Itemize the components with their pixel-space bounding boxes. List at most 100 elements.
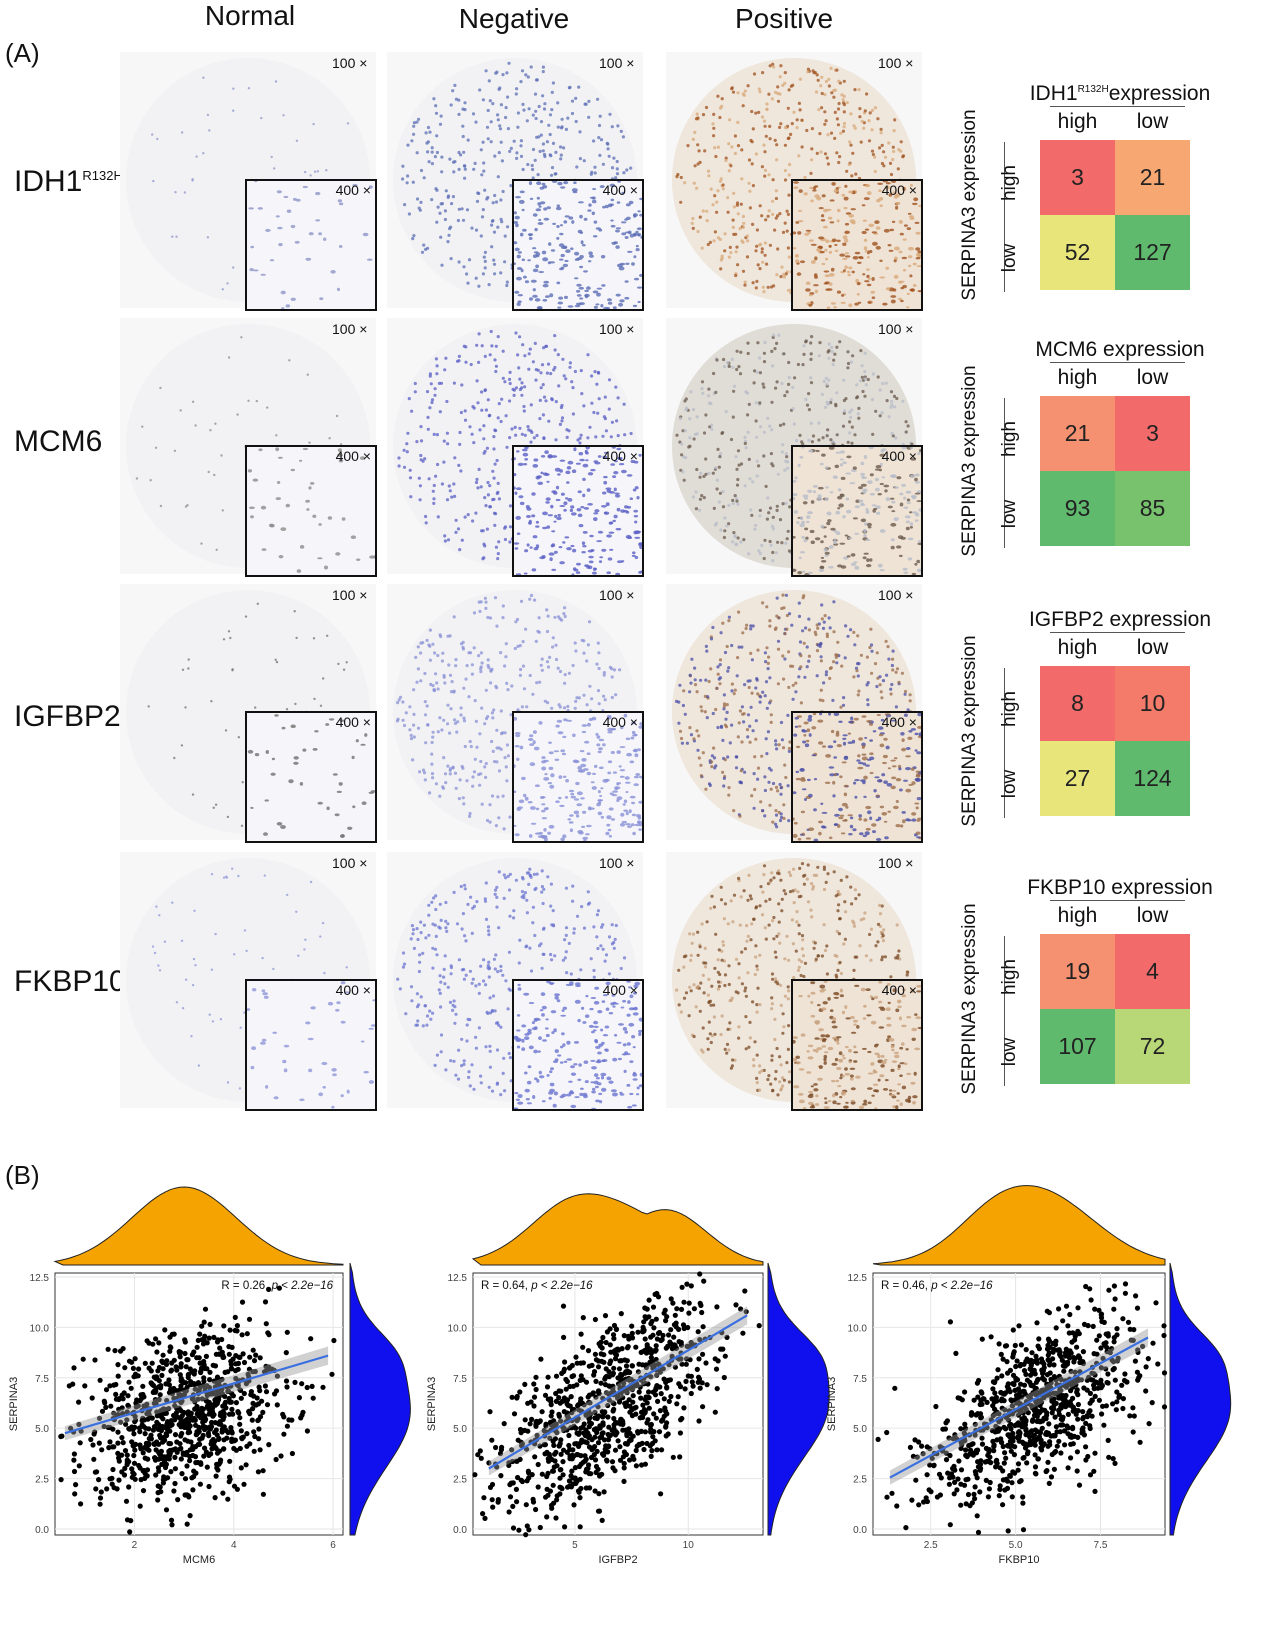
data-point bbox=[1122, 1371, 1128, 1377]
data-point bbox=[142, 1360, 148, 1366]
data-point bbox=[661, 1396, 667, 1402]
data-point bbox=[756, 1323, 762, 1329]
data-point bbox=[108, 1403, 114, 1409]
data-point bbox=[179, 1471, 185, 1477]
data-point bbox=[229, 1406, 235, 1412]
data-point bbox=[653, 1343, 659, 1349]
data-point bbox=[233, 1375, 239, 1382]
y-tick-label: 12.5 bbox=[848, 1273, 868, 1284]
data-point bbox=[283, 1378, 290, 1384]
data-point bbox=[612, 1447, 619, 1453]
data-point bbox=[255, 1417, 261, 1424]
data-point bbox=[1092, 1306, 1098, 1312]
data-point bbox=[936, 1471, 943, 1477]
data-point bbox=[1161, 1332, 1167, 1339]
data-point bbox=[1070, 1379, 1076, 1385]
data-point bbox=[578, 1373, 584, 1379]
data-point bbox=[1054, 1429, 1060, 1435]
data-point bbox=[1087, 1423, 1093, 1429]
data-point bbox=[260, 1468, 266, 1474]
data-point bbox=[971, 1397, 977, 1403]
data-point bbox=[666, 1398, 672, 1404]
data-point bbox=[153, 1447, 159, 1453]
data-point bbox=[481, 1495, 487, 1501]
data-point bbox=[697, 1385, 703, 1391]
scatter-plots: 0.0 2.5 5.0 7.5 10.0 12.5 2 4 6 MCM6 SERPINA3 R = 0… bbox=[8, 1185, 1232, 1566]
data-point bbox=[1006, 1417, 1012, 1423]
data-point bbox=[585, 1394, 591, 1400]
data-point bbox=[225, 1429, 231, 1436]
scatter-plot-mcm6: 0.0 2.5 5.0 7.5 10.0 12.5 2 4 6 MCM6 SERPINA3 R = 0… bbox=[8, 1186, 411, 1566]
data-point bbox=[534, 1432, 540, 1438]
data-point bbox=[1047, 1370, 1053, 1376]
data-point bbox=[979, 1435, 985, 1441]
data-point bbox=[648, 1355, 655, 1361]
data-point bbox=[162, 1454, 168, 1460]
data-point bbox=[196, 1355, 202, 1361]
data-point bbox=[1054, 1443, 1060, 1449]
data-point bbox=[962, 1389, 968, 1395]
data-point bbox=[537, 1443, 543, 1449]
data-point bbox=[977, 1461, 984, 1467]
data-point bbox=[184, 1449, 190, 1455]
row-label-mcm6: MCM6 bbox=[14, 425, 103, 458]
data-point bbox=[955, 1395, 961, 1401]
data-point bbox=[535, 1461, 541, 1468]
data-point bbox=[1013, 1363, 1019, 1370]
data-point bbox=[132, 1447, 138, 1453]
data-point bbox=[1112, 1296, 1118, 1302]
data-point bbox=[577, 1495, 583, 1501]
data-point bbox=[221, 1446, 227, 1452]
data-point bbox=[1045, 1443, 1051, 1449]
data-point bbox=[96, 1415, 103, 1421]
magnification-400x-label: 400 × bbox=[335, 448, 371, 464]
data-point bbox=[119, 1435, 125, 1441]
data-point bbox=[588, 1454, 595, 1461]
data-point bbox=[516, 1527, 522, 1533]
data-point bbox=[972, 1421, 978, 1427]
data-point bbox=[284, 1423, 290, 1429]
data-point bbox=[1060, 1318, 1066, 1324]
magnification-100x-label: 100 × bbox=[878, 855, 914, 871]
data-point bbox=[174, 1367, 180, 1373]
data-point bbox=[149, 1381, 155, 1387]
inset-400x-mcm6-normal: 400 × bbox=[245, 445, 377, 577]
data-point bbox=[712, 1409, 718, 1415]
data-point bbox=[1101, 1422, 1107, 1428]
data-point bbox=[644, 1342, 650, 1348]
column-label-low: low bbox=[1136, 636, 1169, 659]
data-point bbox=[281, 1431, 287, 1437]
data-point bbox=[987, 1454, 993, 1460]
data-point bbox=[604, 1458, 610, 1464]
data-point bbox=[202, 1426, 208, 1433]
data-point bbox=[580, 1344, 586, 1350]
data-point bbox=[1018, 1410, 1024, 1416]
data-point bbox=[1037, 1402, 1043, 1408]
data-point bbox=[1014, 1358, 1020, 1364]
data-point bbox=[558, 1437, 564, 1443]
data-point bbox=[713, 1366, 720, 1372]
data-point bbox=[1068, 1402, 1074, 1408]
data-point bbox=[219, 1336, 225, 1343]
data-point bbox=[252, 1433, 258, 1440]
y-tick-label: 7.5 bbox=[453, 1374, 467, 1385]
data-point bbox=[648, 1374, 654, 1380]
data-point bbox=[602, 1313, 609, 1319]
data-point bbox=[129, 1439, 135, 1445]
data-point bbox=[253, 1352, 259, 1358]
data-point bbox=[986, 1449, 992, 1455]
data-point bbox=[1005, 1432, 1011, 1438]
data-point bbox=[1000, 1443, 1006, 1450]
data-point bbox=[1104, 1379, 1110, 1386]
data-point bbox=[202, 1333, 208, 1339]
data-point bbox=[201, 1319, 207, 1325]
data-point bbox=[1056, 1438, 1062, 1444]
data-point bbox=[1015, 1461, 1022, 1467]
data-point bbox=[523, 1532, 529, 1538]
contingency-cell: 21 bbox=[1115, 140, 1190, 215]
data-point bbox=[1076, 1482, 1083, 1488]
data-point bbox=[1062, 1360, 1068, 1366]
data-point bbox=[607, 1342, 613, 1348]
data-point bbox=[1009, 1398, 1015, 1404]
row-label-low: low bbox=[999, 1037, 1020, 1067]
